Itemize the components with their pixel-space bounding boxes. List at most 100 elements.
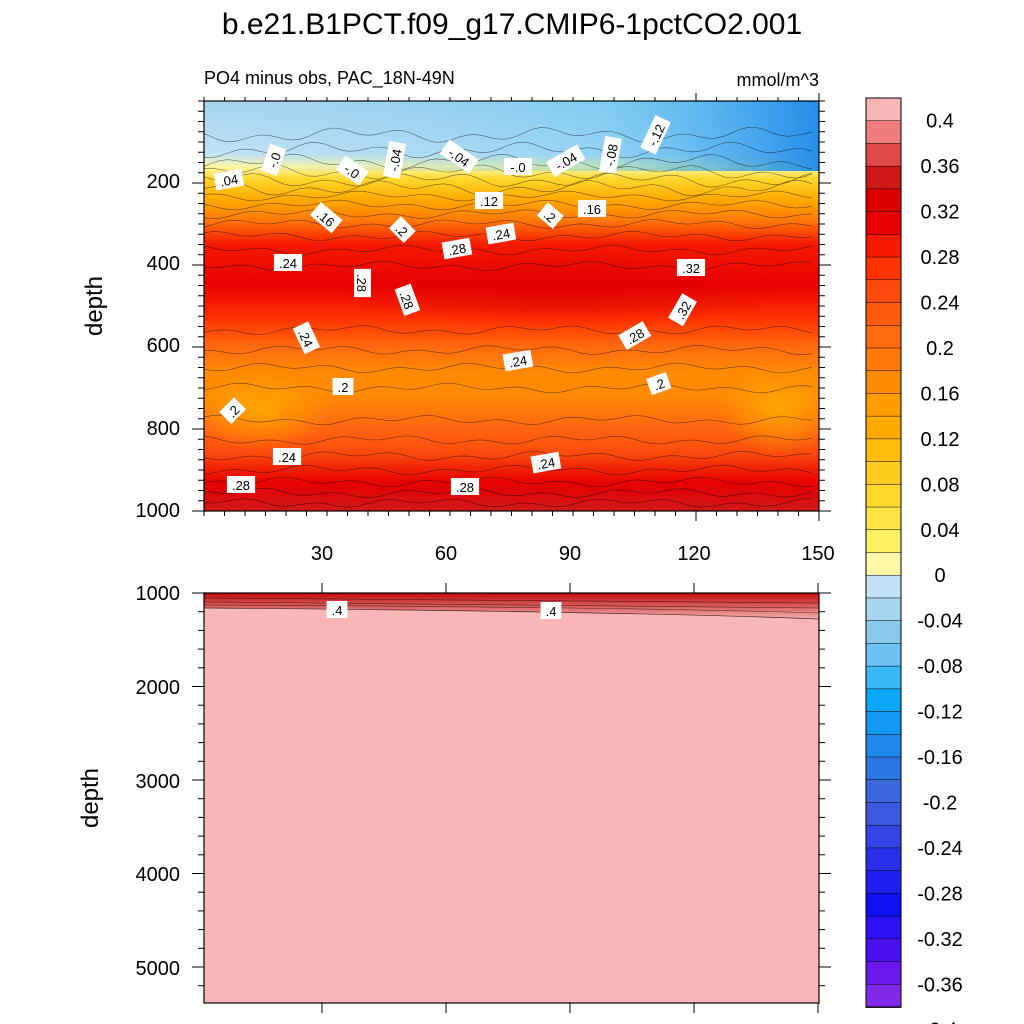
colorbar-label: 0.36 [921, 156, 960, 178]
colorbar-block [865, 779, 902, 804]
colorbar-label: -0.16 [917, 747, 963, 769]
colorbar-block [865, 415, 902, 440]
contour-line [204, 498, 813, 508]
contour-label: .28 [441, 237, 473, 260]
contour-label: .24 [272, 448, 302, 465]
colorbar-label: 0.08 [921, 474, 960, 496]
colorbar-block [865, 393, 902, 418]
contour-line [204, 153, 813, 171]
contour-label: .4 [540, 602, 562, 619]
contour-label-box [450, 478, 480, 495]
colorbar-block [865, 506, 902, 531]
contour-label-box [388, 216, 416, 244]
contour-line [204, 435, 813, 445]
contour-line [204, 179, 813, 197]
contour-label: -.08 [599, 135, 622, 174]
contour-label-box [503, 158, 533, 175]
x-tick-label: 60 [435, 543, 457, 565]
colorbar-label: 0.16 [921, 383, 960, 405]
x-tick-label: 150 [801, 543, 834, 565]
lower-axis-ticks [192, 583, 831, 1013]
upper-y-tick-label: 1000 [136, 500, 181, 522]
contour-label: -.0 [260, 143, 287, 176]
lower-y-tick-label: 1000 [136, 583, 181, 605]
lower-panel: 1000 2000 3000 4000 5000 depth .4 .4 [77, 583, 831, 1013]
colorbar-label: 0.28 [921, 247, 960, 269]
lower-y-tick-label: 3000 [136, 771, 181, 793]
contour-label-text: .28 [232, 478, 250, 493]
lower-contour-field [204, 593, 819, 1003]
colorbar-block [865, 938, 902, 963]
colorbar-block [865, 529, 902, 554]
lower-plot-frame [203, 592, 820, 1004]
colorbar-label: -0.08 [917, 656, 963, 678]
contour-label-box [536, 202, 564, 229]
colorbar-block [865, 461, 902, 486]
contour-label-box [310, 202, 343, 234]
colorbar-block [865, 256, 902, 281]
contour-label-box [226, 476, 256, 493]
contour-label-text: .2 [652, 376, 667, 394]
colorbar-label: -0.04 [917, 611, 963, 633]
colorbar-block [865, 688, 902, 713]
colorbar-label: 0 [934, 565, 945, 587]
colorbar-label: -0.32 [917, 929, 963, 951]
contour-line [204, 141, 813, 159]
contour-label-text: .24 [278, 450, 296, 465]
colorbar-block [865, 234, 902, 258]
contour-label: .2 [332, 378, 354, 395]
upper-panel: 200 400 600 800 1000 30 60 90 120 150 de… [81, 93, 835, 565]
contour-label-box [474, 192, 504, 209]
contour-label-text: .24 [536, 455, 556, 473]
contour-label-text: -.0 [510, 160, 525, 175]
colorbar-block [865, 620, 902, 645]
contour-label-text: .28 [354, 274, 369, 292]
contour-label-box [292, 321, 321, 355]
colorbar-block [865, 870, 902, 895]
colorbar-block [865, 802, 902, 827]
colorbar-block [865, 325, 902, 349]
contour-label-box [599, 135, 622, 174]
contour-label-box [335, 155, 369, 186]
contour-label-text: .12 [480, 194, 498, 209]
colorbar-block [865, 370, 902, 395]
upper-y-tick-label: 600 [147, 335, 180, 357]
contour-line [204, 260, 813, 272]
colorbar-labels: 0.4 0.36 0.32 0.28 0.24 0.2 0.16 0.12 0.08 0.04 0 -… [917, 111, 963, 1024]
colorbar-block [865, 143, 902, 168]
colorbar-block [865, 438, 902, 463]
colorbar-block [865, 574, 902, 599]
colorbar-label: 0.4 [926, 111, 954, 133]
contour-line [204, 199, 813, 211]
contour-label: .24 [485, 222, 517, 245]
lower-y-tick-label: 5000 [136, 958, 181, 980]
colorbar-block [865, 165, 902, 190]
contour-label-box [485, 222, 517, 245]
colorbar-label: 0.04 [921, 520, 960, 542]
colorbar-block [865, 961, 902, 986]
contour-label-box [354, 268, 371, 298]
contour-label-box [332, 378, 354, 395]
colorbar-block [865, 915, 902, 940]
colorbar-block [865, 211, 902, 236]
contour-label: .16 [577, 200, 607, 217]
colorbar-label: -0.24 [917, 838, 963, 860]
contour-label-text: -.0 [341, 161, 362, 182]
contour-line [204, 450, 813, 461]
contour-label-text: .24 [491, 226, 511, 244]
chart-subtitle-left: PO4 minus obs, PAC_18N-49N [204, 68, 455, 89]
colorbar-block [865, 347, 902, 372]
contour-label-box [213, 168, 245, 191]
lower-y-tick-label: 4000 [136, 864, 181, 886]
contour-label-text: .28 [396, 289, 416, 311]
contour-label-text: -.04 [386, 148, 405, 173]
chart-title: b.e21.B1PCT.f09_g17.CMIP6-1pctCO2.001 [222, 8, 802, 41]
contour-label-text: .24 [295, 327, 316, 350]
colorbar-block [865, 665, 902, 690]
contour-label: -.04 [383, 140, 406, 179]
contour-label: -.0 [503, 158, 533, 175]
contour-label-text: .24 [279, 256, 297, 271]
contour-label-box [618, 321, 652, 350]
contour-line [204, 488, 813, 498]
